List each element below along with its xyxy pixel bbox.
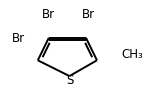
Text: Br: Br [42,8,55,21]
Text: S: S [66,74,73,87]
Text: CH₃: CH₃ [122,48,143,61]
Text: Br: Br [82,8,95,21]
Text: Br: Br [12,32,25,45]
